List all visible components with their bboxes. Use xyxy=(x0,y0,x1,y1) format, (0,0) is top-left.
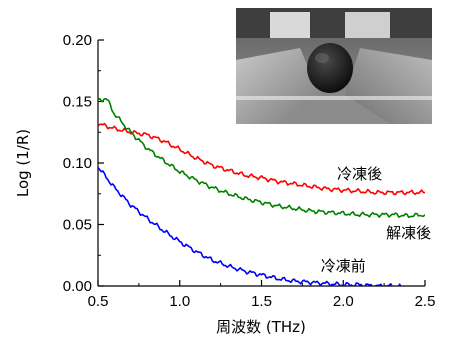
series-label: 冷凍前 xyxy=(321,257,366,275)
inset-photo xyxy=(236,8,432,124)
x-axis-title: 周波数 (THz) xyxy=(216,318,306,336)
x-tick-label: 0.5 xyxy=(88,293,109,310)
series-layer xyxy=(98,97,425,286)
x-tick-label: 1.5 xyxy=(251,293,272,310)
series-line-2 xyxy=(98,97,425,219)
series-label: 解凍後 xyxy=(386,224,431,242)
series-line-3 xyxy=(98,167,402,286)
y-ticks: 0.00 0.05 0.10 0.15 0.20 xyxy=(63,32,104,295)
series-line-1 xyxy=(98,122,425,196)
y-tick-label: 0.15 xyxy=(63,94,92,111)
series-label: 冷凍後 xyxy=(337,165,382,183)
x-tick-label: 2.0 xyxy=(333,293,354,310)
y-tick-label: 0.00 xyxy=(63,278,92,295)
y-tick-label: 0.10 xyxy=(63,155,92,172)
x-tick-label: 1.0 xyxy=(169,293,190,310)
sample-ball-icon xyxy=(307,43,353,93)
x-tick-label: 2.5 xyxy=(415,293,436,310)
y-tick-label: 0.20 xyxy=(63,32,92,49)
y-axis-title: Log (1/R) xyxy=(14,129,32,197)
x-ticks: 0.5 1.0 1.5 2.0 2.5 xyxy=(88,280,436,310)
y-tick-label: 0.05 xyxy=(63,217,92,234)
